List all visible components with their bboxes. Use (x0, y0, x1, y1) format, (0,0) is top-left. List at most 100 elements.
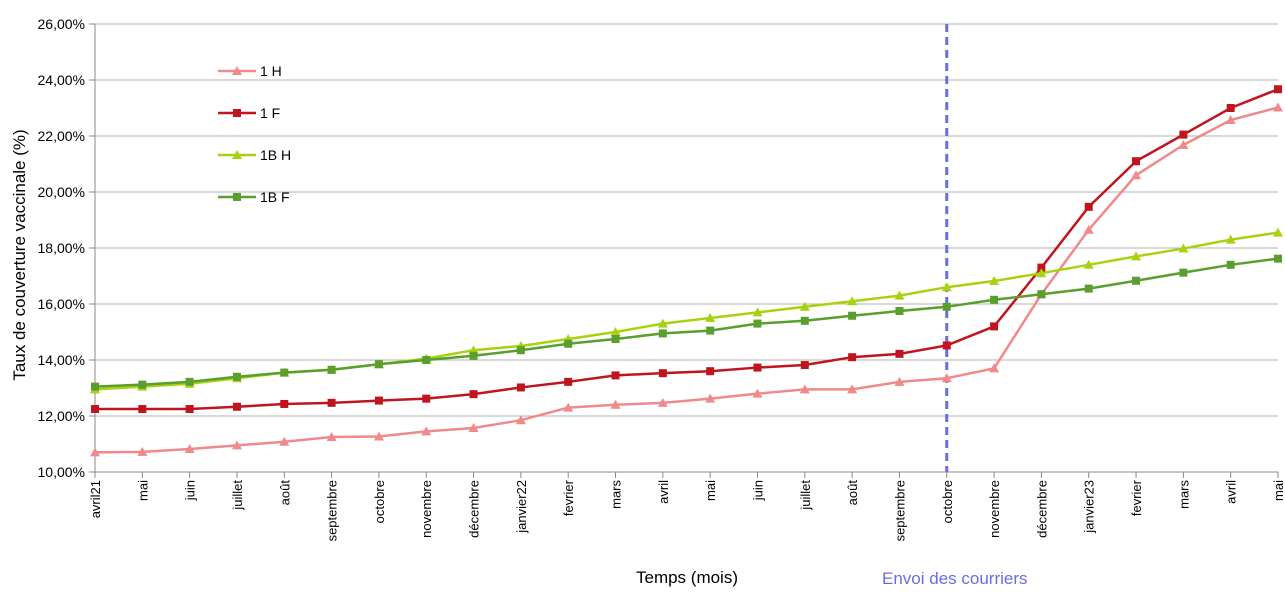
data-point (942, 341, 951, 350)
axes (89, 23, 1279, 478)
legend-marker (232, 66, 242, 75)
data-point (1131, 251, 1142, 261)
x-tick-label: septembre (892, 480, 907, 541)
data-point (1226, 260, 1235, 269)
data-point (564, 339, 573, 348)
data-point (1083, 224, 1094, 234)
data-point (374, 360, 383, 369)
data-point (752, 307, 763, 317)
data-point (1037, 290, 1046, 299)
x-tick-label: fevrier (561, 479, 576, 516)
data-point (611, 371, 620, 380)
data-point (848, 353, 857, 362)
y-tick-label: 26,00% (38, 16, 85, 32)
data-point (705, 313, 716, 322)
grid-lines (95, 23, 1278, 473)
x-tick-label: août (277, 480, 292, 506)
data-point (610, 327, 621, 336)
data-point (1131, 170, 1142, 180)
y-axis-title: Taux de couverture vaccinale (%) (10, 129, 29, 380)
data-point (1178, 243, 1189, 253)
data-point (753, 363, 762, 372)
data-point (1132, 276, 1141, 285)
data-point (799, 301, 810, 311)
legend-label: 1B H (260, 147, 291, 163)
x-tick-label: novembre (987, 480, 1002, 538)
x-tick-label: janvier23 (1082, 480, 1097, 534)
data-point (280, 368, 289, 377)
data-point (1274, 85, 1282, 94)
data-point (564, 377, 573, 386)
data-point (515, 415, 526, 425)
data-point (468, 423, 479, 433)
data-point (895, 307, 904, 315)
y-tick-label: 18,00% (38, 240, 85, 256)
y-tick-label: 12,00% (38, 408, 85, 424)
data-point (848, 311, 857, 320)
data-point (469, 351, 478, 360)
data-point (327, 398, 336, 407)
data-point (422, 356, 431, 364)
data-point (279, 436, 290, 446)
data-point (799, 384, 810, 394)
x-tick-label: avril (656, 480, 671, 504)
series-1b-h (90, 227, 1283, 394)
data-point (658, 369, 667, 378)
data-point (1225, 115, 1236, 125)
data-point (895, 349, 904, 358)
x-tick-label: juin (183, 480, 198, 501)
x-tick-label: mai (135, 480, 150, 501)
x-tick-label: octobre (940, 480, 955, 523)
data-point (1037, 263, 1046, 272)
x-tick-label: mars (609, 480, 624, 509)
annotation-label: Envoi des courriers (882, 569, 1028, 588)
data-point (374, 396, 383, 405)
data-point (1179, 130, 1188, 139)
x-tick-label: décembre (1034, 480, 1049, 538)
data-point (1036, 268, 1047, 278)
data-point (1273, 227, 1283, 237)
data-point (516, 346, 525, 355)
data-point (137, 446, 148, 456)
data-point (990, 295, 999, 304)
data-point (800, 316, 809, 325)
data-point (326, 432, 337, 441)
data-point (280, 399, 289, 408)
data-point (185, 405, 194, 413)
x-tick-label: avril (1224, 480, 1239, 504)
x-tick-label: octobre (372, 480, 387, 523)
series-1-f (91, 85, 1282, 413)
data-point (563, 402, 574, 412)
legend: 1 H 1 F 1B H 1B F (218, 63, 291, 205)
data-point (752, 388, 763, 398)
data-point (138, 380, 147, 389)
x-tick-label: mai (1271, 480, 1285, 501)
data-point (1083, 259, 1094, 269)
series-line (94, 106, 1279, 454)
data-point (138, 405, 147, 413)
legend-marker (233, 193, 241, 201)
data-point (91, 405, 99, 413)
data-point (706, 367, 715, 376)
data-point (1226, 104, 1235, 112)
data-point (894, 290, 905, 300)
data-point (185, 377, 194, 386)
series-line (94, 257, 1279, 388)
data-point (753, 319, 762, 328)
data-point (847, 296, 858, 306)
data-point (989, 276, 1000, 286)
data-point (1274, 254, 1282, 263)
data-point (941, 282, 952, 292)
data-point (232, 402, 241, 411)
series-line (95, 88, 1279, 411)
data-point (658, 329, 667, 338)
legend-marker (232, 150, 242, 159)
x-tick-labels: avril21 mai juin juillet août septembre octobr… (88, 479, 1285, 541)
data-point (91, 382, 99, 391)
x-tick-label: septembre (325, 480, 340, 541)
y-tick-label: 22,00% (38, 128, 85, 144)
y-tick-labels: 10,00% 12,00% 14,00% 16,00% 18,00% 20,00% 22,0… (38, 16, 85, 480)
data-point (373, 431, 384, 441)
